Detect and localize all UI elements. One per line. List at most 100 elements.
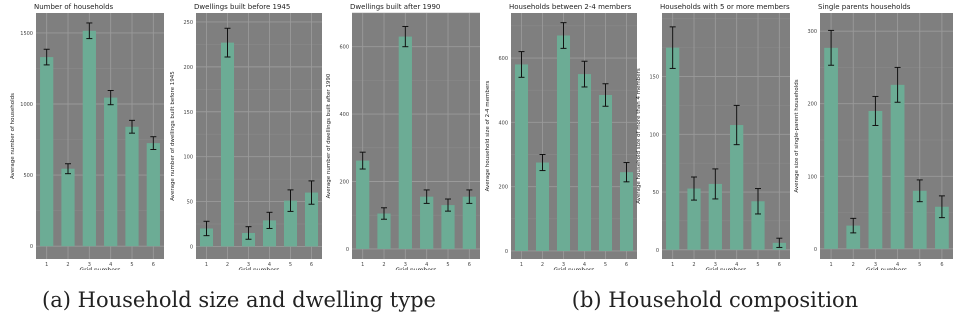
- x-tick-label: 1: [205, 262, 208, 268]
- x-axis-label: Grid numbers: [705, 267, 746, 270]
- plot-background: [196, 13, 322, 259]
- y-tick-label: 0: [190, 244, 193, 250]
- bar-4: [420, 196, 434, 249]
- y-tick-label: 150: [183, 110, 193, 116]
- x-tick-label: 1: [520, 262, 523, 268]
- y-tick-label: 50: [187, 200, 193, 206]
- bar-3: [868, 110, 883, 249]
- x-tick-label: 4: [109, 262, 112, 268]
- x-tick-label: 5: [446, 262, 449, 268]
- x-tick-label: 3: [88, 262, 91, 268]
- bar-4: [890, 84, 905, 249]
- bar-6: [146, 143, 160, 247]
- x-axis-label: Grid numbers: [395, 267, 436, 270]
- chart-panel-4: 0 200 400 600 1 2 3 4 5 6 Households between 2-4 m…: [485, 3, 637, 270]
- y-axis-label: Average household size of more than 4 me…: [636, 68, 642, 204]
- y-tick-label: 50: [653, 190, 659, 196]
- bar-3: [398, 36, 412, 249]
- bar-2: [846, 225, 861, 249]
- y-tick-label: 1000: [20, 102, 33, 108]
- x-tick-label: 5: [289, 262, 292, 268]
- x-tick-label: 5: [604, 262, 607, 268]
- x-tick-label: 4: [896, 262, 899, 268]
- chart-panel-1: 0 500 1000 1500 1 2 3 4 5 6 Number of households Gr…: [10, 3, 164, 270]
- caption-household-composition: (b) Household composition: [571, 288, 859, 312]
- plot-background: [662, 13, 790, 259]
- bar-1: [514, 64, 529, 251]
- y-tick-label: 100: [183, 155, 193, 161]
- chart-title: Number of households: [34, 3, 114, 11]
- chart-panel-5: 0 50 100 150 1 2 3 4 5 6 Households with 5 or more…: [636, 3, 790, 270]
- x-axis-label: Grid numbers: [866, 267, 907, 270]
- bar-4: [104, 97, 118, 247]
- x-tick-label: 2: [226, 262, 229, 268]
- bar-5: [598, 95, 613, 251]
- y-axis-label: Average size of single-parent households: [794, 79, 800, 192]
- x-tick-label: 6: [310, 262, 313, 268]
- y-tick-label: 600: [339, 45, 349, 51]
- bar-2: [687, 188, 701, 250]
- x-tick-label: 1: [671, 262, 674, 268]
- bar-5: [125, 126, 139, 247]
- x-tick-label: 3: [874, 262, 877, 268]
- x-tick-label: 5: [130, 262, 133, 268]
- x-tick-label: 6: [940, 262, 943, 268]
- x-tick-label: 5: [918, 262, 921, 268]
- bar-2: [535, 162, 550, 251]
- chart-panel-6: 0 100 200 300 1 2 3 4 5 6 Single parents household…: [794, 3, 953, 270]
- bar-1: [40, 57, 54, 247]
- y-tick-label: 100: [807, 174, 817, 180]
- chart-title: Households with 5 or more members: [660, 3, 790, 11]
- bar-6: [462, 196, 476, 249]
- y-tick-label: 250: [183, 20, 193, 26]
- x-axis-label: Grid numbers: [238, 267, 279, 270]
- bar-2: [377, 213, 391, 249]
- bar-6: [619, 172, 634, 251]
- bar-1: [824, 47, 838, 249]
- bar-3: [708, 183, 722, 250]
- plot-background: [511, 13, 637, 259]
- bar-5: [441, 205, 455, 249]
- plot-background: [36, 13, 164, 259]
- chart-title: Single parents households: [818, 3, 911, 11]
- x-tick-label: 2: [852, 262, 855, 268]
- y-tick-label: 0: [30, 244, 33, 250]
- y-tick-label: 200: [807, 102, 817, 108]
- x-tick-label: 4: [735, 262, 738, 268]
- plot-background: [352, 13, 480, 259]
- y-axis-label: Average number of dwellings built after …: [326, 73, 332, 198]
- x-tick-label: 4: [583, 262, 586, 268]
- y-tick-label: 200: [183, 65, 193, 71]
- x-tick-label: 6: [468, 262, 471, 268]
- x-tick-label: 3: [714, 262, 717, 268]
- bar-4: [730, 125, 744, 250]
- bar-2: [220, 42, 235, 247]
- bar-6: [935, 206, 949, 249]
- y-tick-label: 200: [498, 185, 508, 191]
- y-tick-label: 0: [656, 248, 659, 254]
- y-axis-label: Average number of households: [10, 93, 16, 179]
- y-axis-label: Average household size of 2-4 members: [485, 80, 491, 191]
- bar-3: [556, 35, 571, 251]
- chart-title: Dwellings built before 1945: [194, 3, 290, 11]
- y-tick-label: 400: [498, 120, 508, 126]
- caption-household-size: (a) Household size and dwelling type: [42, 288, 436, 312]
- x-tick-label: 3: [247, 262, 250, 268]
- bar-5: [912, 190, 927, 249]
- x-axis-label: Grid numbers: [79, 267, 120, 270]
- x-tick-label: 2: [382, 262, 385, 268]
- x-tick-label: 2: [66, 262, 69, 268]
- y-axis-label: Average number of dwellings built before…: [170, 71, 176, 201]
- y-tick-label: 0: [814, 247, 817, 253]
- bar-4: [577, 74, 592, 251]
- y-tick-label: 400: [339, 112, 349, 118]
- x-tick-label: 3: [562, 262, 565, 268]
- x-tick-label: 6: [625, 262, 628, 268]
- bar-3: [82, 30, 96, 247]
- y-tick-label: 150: [649, 75, 659, 81]
- x-tick-label: 4: [268, 262, 271, 268]
- bar-6: [304, 192, 319, 247]
- x-axis-label: Grid numbers: [553, 267, 594, 270]
- y-tick-label: 1500: [20, 31, 33, 37]
